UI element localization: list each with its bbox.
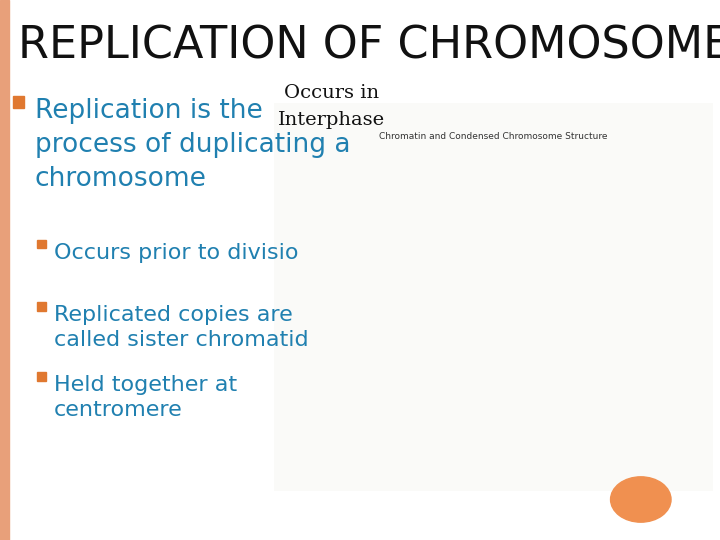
Text: Interphase: Interphase — [278, 111, 384, 129]
Text: Replication is the
process of duplicating a
chromosome: Replication is the process of duplicatin… — [35, 98, 350, 192]
Text: Replicated copies are
called sister chromatid: Replicated copies are called sister chro… — [54, 305, 309, 350]
Bar — [13, 97, 24, 108]
Text: Chromatin and Condensed Chromosome Structure: Chromatin and Condensed Chromosome Struc… — [379, 132, 608, 141]
Bar — [37, 372, 46, 381]
Text: Occurs in: Occurs in — [284, 84, 379, 102]
Bar — [37, 302, 46, 310]
Text: Held together at
centromere: Held together at centromere — [54, 375, 237, 420]
Text: REPLICATION OF CHROMOSOMES: REPLICATION OF CHROMOSOMES — [18, 24, 720, 68]
Text: Occurs prior to divisio: Occurs prior to divisio — [54, 243, 299, 263]
Bar — [274, 103, 713, 491]
Bar — [0, 0, 9, 540]
Circle shape — [611, 477, 671, 522]
Bar — [37, 240, 46, 248]
